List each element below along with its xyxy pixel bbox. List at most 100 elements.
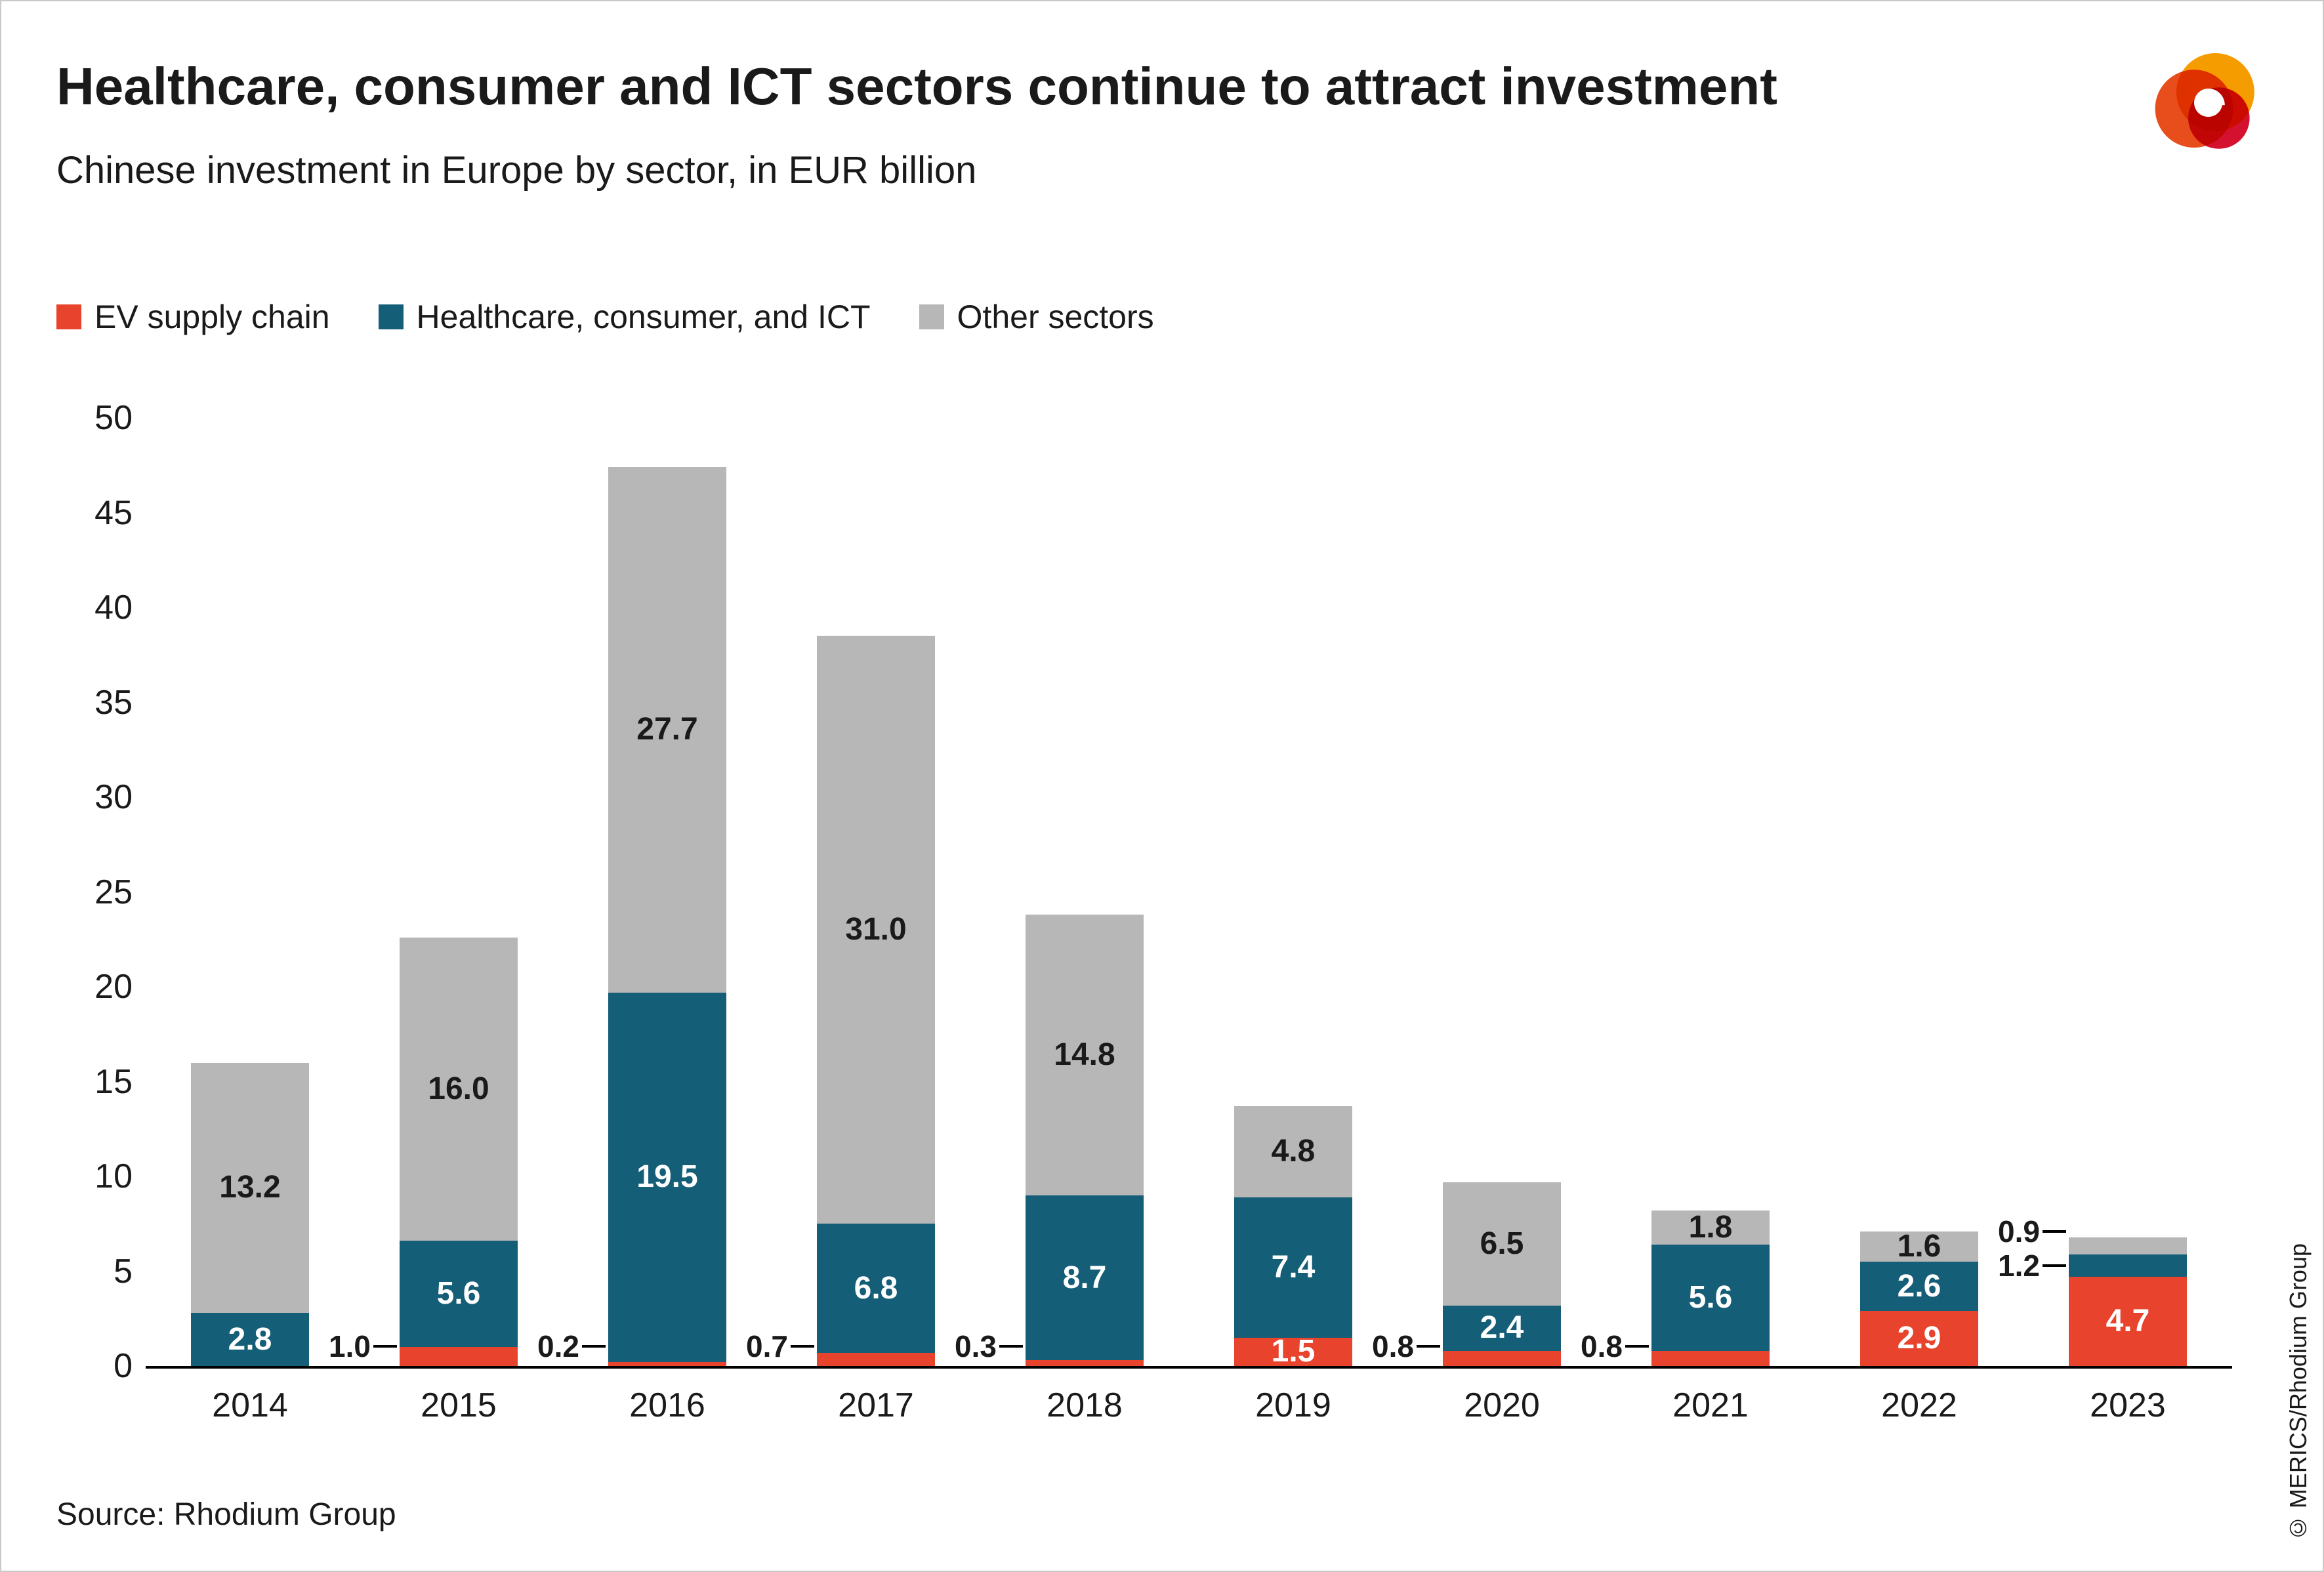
bar-segment: 2.9 [1860,1311,1978,1366]
bar-segment-value: 5.6 [1688,1279,1733,1315]
chart-legend: EV supply chain Healthcare, consumer, and… [56,298,1154,336]
bar-segment: 2.6 [1860,1262,1978,1312]
merics-logo [2155,53,2254,149]
x-tick-label: 2014 [212,1386,288,1424]
bar-segment-value: 8.7 [1062,1260,1107,1295]
legend-item: Other sectors [919,298,1154,336]
bar-segment-value: 1.5 [1271,1334,1316,1369]
bar-segment-value: 19.5 [636,1159,698,1195]
bar-segment-value: 2.8 [228,1321,272,1357]
x-tick-label: 2017 [838,1386,914,1424]
leader-line [373,1345,397,1348]
leader-line [791,1345,814,1348]
bar-segment-value: 2.9 [1897,1321,1941,1356]
bar-segment: 1.5 [1234,1334,1352,1369]
bar-segment: 7.4 [1234,1197,1352,1338]
bar-segment: 2.4 [1443,1305,1561,1351]
bar-segment-value: 2.4 [1480,1310,1524,1346]
y-axis: 0 5 10 15 20 25 30 35 40 45 50 [60,399,133,1385]
leader-line [1417,1345,1440,1348]
bar-segment-callout: 1.2 [1998,1248,2040,1283]
bar-segment-value: 6.5 [1480,1226,1524,1261]
y-tick-label: 20 [94,968,133,1006]
bar-segment-value: 7.4 [1271,1249,1316,1285]
bar-segment: 27.7 [608,467,726,993]
bar-segment: 1.6 [1860,1228,1978,1264]
leader-line [2043,1264,2066,1267]
y-tick-label: 0 [114,1347,133,1385]
bar-segment: 19.5 [608,992,726,1363]
leader-line [2043,1230,2066,1233]
bar-segment [400,1347,518,1366]
bar-segment-value: 5.6 [436,1276,481,1312]
bar-segment [817,1352,935,1366]
chart-subtitle: Chinese investment in Europe by sector, … [56,149,977,192]
x-tick-label: 2022 [1881,1386,1957,1424]
bar-segment-value: 31.0 [845,912,907,947]
bar-segment: 16.0 [400,937,518,1241]
x-axis: 2014 2015 2016 2017 2018 2019 2020 2021 2022 2023 [146,1386,2232,1432]
bar-segment-callout: 1.0 [329,1329,371,1363]
chart-header: Healthcare, consumer and ICT sectors con… [56,59,1777,192]
bar-segment [1443,1350,1561,1366]
x-tick-label: 2020 [1464,1386,1540,1424]
bar-segment-callout: 0.8 [1372,1329,1414,1363]
x-tick-label: 2016 [629,1386,705,1424]
bar-segment-callout: 0.3 [955,1329,997,1363]
bar-segment [608,1362,726,1366]
bar-segment: 4.7 [2069,1277,2187,1366]
y-tick-label: 25 [94,873,133,911]
bar-segment: 8.7 [1026,1195,1144,1361]
bar-segment [2069,1254,2187,1277]
x-tick-label: 2021 [1672,1386,1749,1424]
bar-segment [2069,1237,2187,1254]
bar-segment-callout: 0.2 [537,1329,579,1363]
bar-segment: 2.8 [191,1313,309,1366]
bar-segment-callout: 0.9 [1998,1214,2040,1249]
bar-segment-callout: 0.8 [1581,1329,1623,1363]
leader-line [582,1345,606,1348]
bar-segment [1651,1350,1770,1366]
x-tick-label: 2023 [2090,1386,2166,1424]
bar-segment: 6.5 [1443,1182,1561,1306]
y-tick-label: 30 [94,778,133,816]
y-tick-label: 45 [94,493,133,532]
bar-segment-value: 13.2 [219,1170,281,1205]
bar-segment-value: 16.0 [428,1071,489,1107]
y-tick-label: 15 [94,1062,133,1101]
legend-swatch-icon [56,304,81,329]
leader-line [1625,1345,1649,1348]
page-title: Healthcare, consumer and ICT sectors con… [56,57,1777,115]
bar-segment: 4.8 [1234,1106,1352,1197]
x-tick-label: 2019 [1255,1386,1331,1424]
legend-item: EV supply chain [56,298,330,336]
y-tick-label: 35 [94,683,133,722]
y-tick-label: 10 [94,1157,133,1195]
x-tick-label: 2018 [1047,1386,1123,1424]
bar-segment-value: 27.7 [636,712,698,747]
bar-segment: 6.8 [817,1224,935,1353]
bar-segment: 14.8 [1026,915,1144,1195]
bar-segment [1026,1360,1144,1366]
bar-segment: 1.8 [1651,1210,1770,1245]
bar-segment-value: 6.8 [854,1270,898,1306]
bar-segment-callout: 0.7 [746,1329,788,1363]
plot-area: 2.8 13.2 5.6 16.0 1.0 19.5 27.7 0.2 6.8 31.0 0.7 8.… [146,418,2232,1369]
bar-segment-value: 1.8 [1688,1210,1733,1245]
bar-segment-value: 2.6 [1897,1268,1941,1304]
legend-label: EV supply chain [94,299,330,335]
bar-segment: 13.2 [191,1062,309,1313]
bar-segment: 31.0 [817,636,935,1224]
y-tick-label: 50 [94,399,133,437]
source-note: Source: Rhodium Group [56,1497,396,1532]
legend-swatch-icon [919,304,944,329]
y-tick-label: 5 [114,1252,133,1291]
legend-swatch-icon [378,304,404,329]
bar-segment: 5.6 [1651,1245,1770,1351]
bar-segment-value: 14.8 [1054,1037,1115,1073]
x-tick-label: 2015 [421,1386,497,1424]
bar-segment-value: 1.6 [1897,1228,1941,1264]
legend-label: Healthcare, consumer, and ICT [416,299,871,335]
bar-segment-value: 4.7 [2106,1304,2150,1339]
